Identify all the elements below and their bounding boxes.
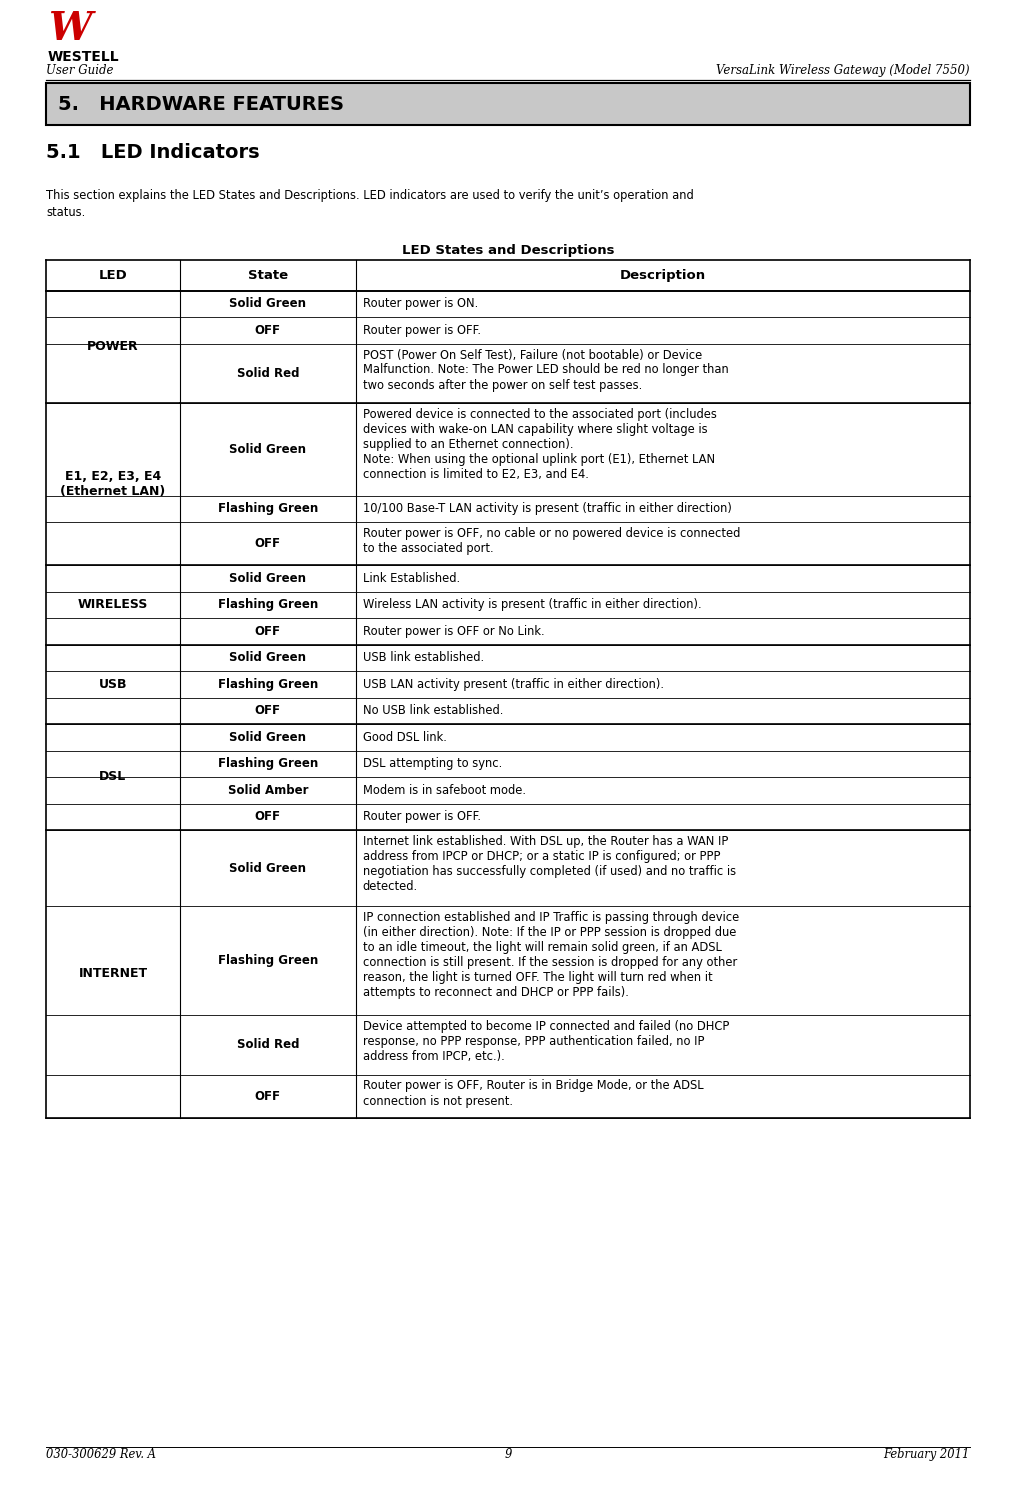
Text: USB LAN activity present (traffic in either direction).: USB LAN activity present (traffic in eit… [363,678,663,690]
Text: February 2011: February 2011 [884,1448,970,1461]
Text: User Guide: User Guide [46,64,114,76]
Text: WESTELL: WESTELL [48,49,120,64]
Text: Solid Green: Solid Green [230,443,306,455]
Text: Flashing Green: Flashing Green [217,678,318,690]
Text: Flashing Green: Flashing Green [217,757,318,771]
Text: Router power is OFF.: Router power is OFF. [363,810,481,823]
Text: DSL: DSL [100,771,127,783]
Text: USB: USB [99,678,127,690]
Text: Modem is in safeboot mode.: Modem is in safeboot mode. [363,784,525,796]
Text: Router power is OFF.: Router power is OFF. [363,323,481,337]
Text: LED States and Descriptions: LED States and Descriptions [401,244,615,257]
Text: Solid Green: Solid Green [230,651,306,665]
Text: USB link established.: USB link established. [363,651,484,665]
Text: Router power is OFF, no cable or no powered device is connected
to the associate: Router power is OFF, no cable or no powe… [363,527,740,555]
Text: 5.1   LED Indicators: 5.1 LED Indicators [46,144,260,162]
Text: VersaLink Wireless Gateway (Model 7550): VersaLink Wireless Gateway (Model 7550) [716,64,970,76]
Text: Description: Description [620,269,706,281]
Text: Device attempted to become IP connected and failed (no DHCP
response, no PPP res: Device attempted to become IP connected … [363,1019,728,1063]
Text: No USB link established.: No USB link established. [363,704,503,717]
Text: 10/100 Base-T LAN activity is present (traffic in either direction): 10/100 Base-T LAN activity is present (t… [363,503,732,515]
Text: OFF: OFF [255,1090,280,1102]
Text: 9: 9 [504,1448,512,1461]
Bar [46,82,970,126]
Text: 5.   HARDWARE FEATURES: 5. HARDWARE FEATURES [58,94,344,114]
Text: Flashing Green: Flashing Green [217,954,318,967]
Text: Good DSL link.: Good DSL link. [363,731,446,744]
Text: Router power is OFF, Router is in Bridge Mode, or the ADSL
connection is not pre: Router power is OFF, Router is in Bridge… [363,1079,703,1108]
Text: Solid Green: Solid Green [230,861,306,874]
Text: OFF: OFF [255,537,280,549]
Text: Powered device is connected to the associated port (includes
devices with wake-o: Powered device is connected to the assoc… [363,409,716,481]
Text: 030-300629 Rev. A: 030-300629 Rev. A [46,1448,155,1461]
Text: POWER: POWER [87,340,139,353]
Text: OFF: OFF [255,323,280,337]
Text: status.: status. [46,207,85,219]
Text: Internet link established. With DSL up, the Router has a WAN IP
address from IPC: Internet link established. With DSL up, … [363,835,736,894]
Text: Solid Green: Solid Green [230,572,306,585]
Text: Flashing Green: Flashing Green [217,599,318,611]
Text: OFF: OFF [255,704,280,717]
Text: E1, E2, E3, E4
(Ethernet LAN): E1, E2, E3, E4 (Ethernet LAN) [60,470,166,499]
Text: LED: LED [99,269,127,281]
Text: OFF: OFF [255,810,280,823]
Text: POST (Power On Self Test), Failure (not bootable) or Device
Malfunction. Note: T: POST (Power On Self Test), Failure (not … [363,349,728,392]
Text: Router power is OFF or No Link.: Router power is OFF or No Link. [363,624,545,638]
Text: WIRELESS: WIRELESS [78,599,148,611]
Text: Link Established.: Link Established. [363,572,459,585]
Text: Solid Green: Solid Green [230,298,306,310]
Text: Solid Red: Solid Red [237,1039,299,1051]
Text: INTERNET: INTERNET [78,967,147,981]
Text: This section explains the LED States and Descriptions. LED indicators are used t: This section explains the LED States and… [46,189,694,202]
Text: W: W [48,10,91,48]
Text: DSL attempting to sync.: DSL attempting to sync. [363,757,502,771]
Text: State: State [248,269,288,281]
Text: Solid Red: Solid Red [237,367,299,380]
Text: Router power is ON.: Router power is ON. [363,298,478,310]
Text: IP connection established and IP Traffic is passing through device
(in either di: IP connection established and IP Traffic… [363,912,739,998]
Text: Wireless LAN activity is present (traffic in either direction).: Wireless LAN activity is present (traffi… [363,599,701,611]
Text: Solid Amber: Solid Amber [228,784,308,796]
Text: OFF: OFF [255,624,280,638]
Text: Flashing Green: Flashing Green [217,503,318,515]
Text: Solid Green: Solid Green [230,731,306,744]
